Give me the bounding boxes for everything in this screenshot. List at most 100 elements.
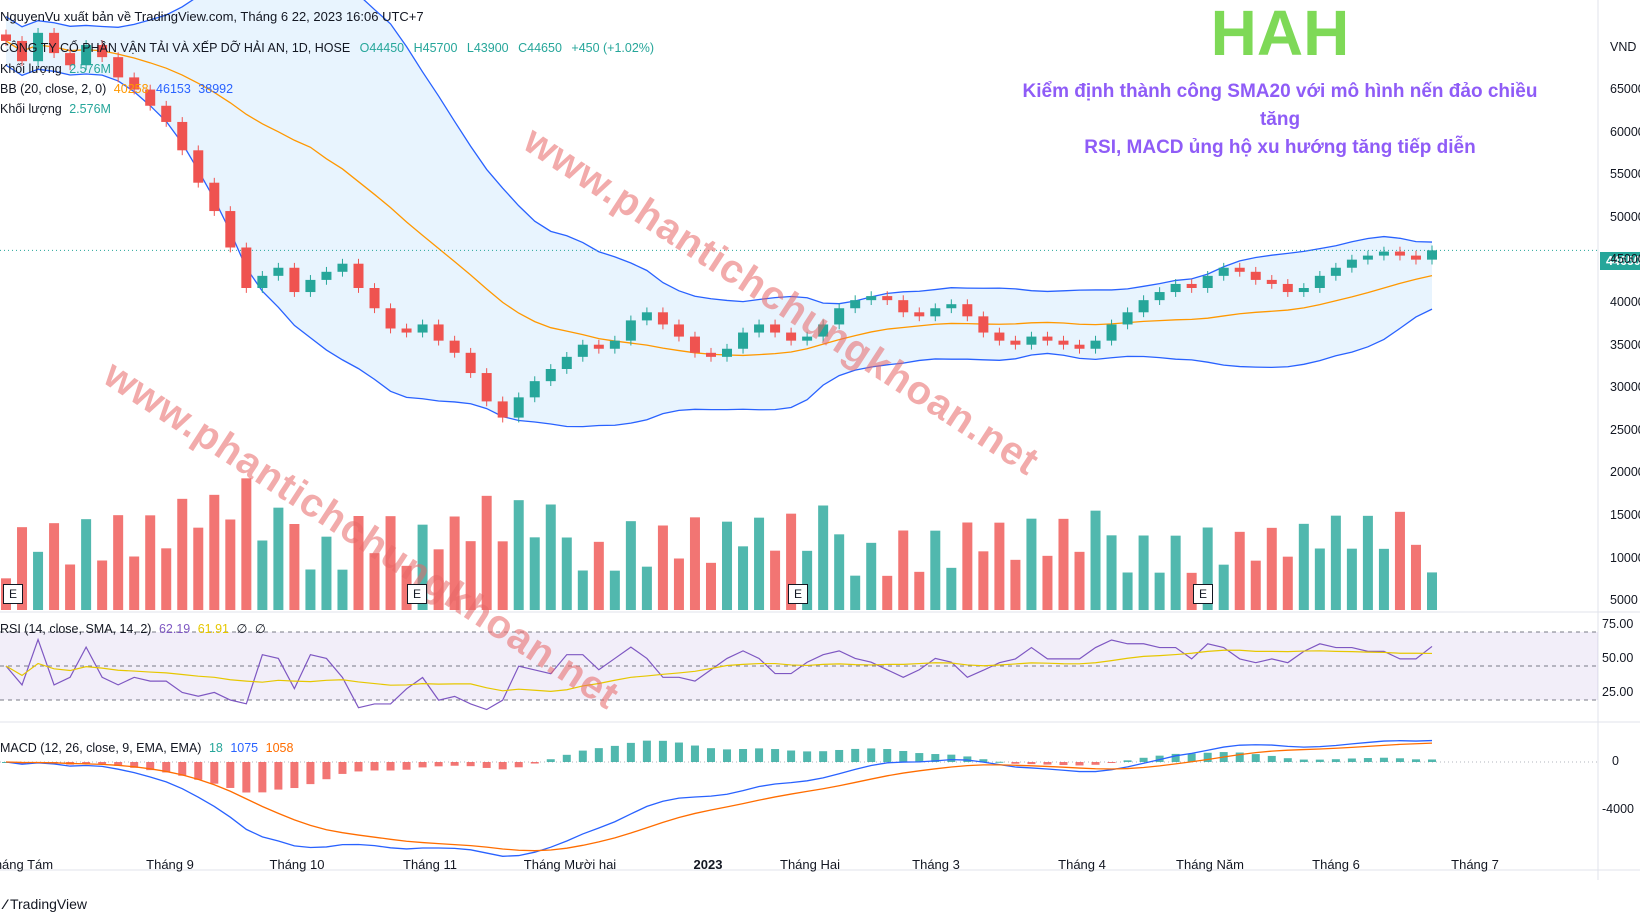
candle-body	[369, 288, 380, 309]
candle-body	[866, 296, 877, 301]
candle-body	[898, 300, 909, 313]
volume-bar	[1234, 531, 1245, 610]
volume-bar	[481, 495, 492, 610]
macd-histogram-bar	[723, 749, 732, 762]
earnings-badge-2[interactable]: E	[407, 584, 427, 604]
volume-bar	[81, 519, 92, 610]
rsi-legend-label: RSI (14, close, SMA, 14, 2)	[0, 622, 152, 636]
macd-histogram-bar	[1315, 759, 1324, 762]
macd-histogram-bar	[851, 748, 860, 762]
candle-body	[257, 275, 268, 288]
macd-histogram-bar	[706, 748, 715, 762]
bb-legend: BB (20, close, 2, 0) 40258 46153 38992	[0, 82, 233, 96]
macd-axis-label: 0	[1612, 754, 1619, 768]
candle-body	[962, 304, 973, 317]
macd-histogram-bar	[1283, 758, 1292, 762]
candle-body	[81, 45, 92, 66]
volume-bar	[673, 558, 684, 610]
price-axis-label: 45000	[1610, 252, 1640, 267]
candle-body	[946, 304, 957, 309]
time-axis-label: Tháng 11	[403, 857, 457, 872]
volume-bar	[1394, 511, 1405, 610]
volume-bar	[1202, 527, 1213, 610]
macd-histogram-bar	[498, 762, 507, 770]
macd-axis-label: -4000	[1602, 802, 1634, 816]
macd-histogram-bar	[915, 753, 924, 762]
macd-histogram-bar	[274, 762, 283, 790]
volume-bar	[1346, 548, 1357, 610]
bb-upper-line	[5, 0, 1433, 305]
candle-body	[129, 77, 140, 90]
candle-body	[97, 45, 108, 58]
candle-body	[1, 34, 11, 41]
candle-body	[529, 381, 540, 398]
annotation-text: Kiểm định thành công SMA20 với mô hình n…	[1020, 78, 1540, 162]
volume-bar	[609, 570, 620, 610]
price-axis-label: 40000	[1610, 295, 1640, 309]
macd-histogram-bar	[899, 750, 908, 762]
volume-bar	[1250, 560, 1261, 610]
volume-bar	[641, 566, 652, 610]
macd-histogram-bar	[610, 745, 619, 762]
macd-histogram-bar	[1267, 755, 1276, 762]
ohlc-close: C44650	[518, 41, 562, 55]
price-axis-label: 55000	[1610, 167, 1640, 182]
time-axis-label: Tháng 10	[269, 857, 325, 872]
volume-bar	[1314, 548, 1325, 610]
macd-histogram-bar	[1043, 762, 1052, 765]
volume-bar	[177, 498, 188, 610]
macd-histogram-bar	[402, 762, 411, 770]
macd-histogram-bar	[194, 762, 203, 780]
candle-body	[17, 40, 28, 62]
macd-histogram-bar	[1139, 757, 1148, 762]
price-axis-label: 5000	[1610, 593, 1638, 608]
macd-histogram-bar	[1155, 755, 1164, 762]
macd-line	[5, 739, 1433, 857]
last-price-tag: 44650	[1600, 252, 1640, 270]
macd-histogram-bar	[530, 762, 539, 764]
macd-histogram-bar	[146, 762, 155, 771]
candle-body	[273, 267, 284, 276]
volume-bar	[1186, 572, 1197, 610]
macd-histogram-bar	[578, 750, 587, 762]
candle-body	[754, 324, 765, 333]
candle-body	[433, 324, 444, 341]
macd-histogram-bar	[418, 762, 427, 768]
volume-bar	[273, 507, 284, 610]
volume-bar	[850, 575, 861, 610]
candle-body	[1010, 340, 1021, 345]
volume-bar	[513, 500, 524, 610]
volume-bar	[738, 546, 749, 610]
candle-body	[177, 121, 188, 151]
macd-histogram-bar	[674, 742, 683, 762]
time-axis-label: Tháng 7	[1451, 857, 1499, 872]
bb-basis-value: 40258	[113, 82, 149, 96]
macd-histogram-bar	[626, 742, 635, 762]
bb-lower-value: 38992	[198, 82, 234, 96]
volume-bar	[97, 560, 108, 610]
candle-body	[337, 263, 348, 272]
macd-histogram-bar	[370, 762, 379, 771]
volume-bar	[1122, 572, 1133, 610]
volume-bar	[1410, 544, 1421, 610]
volume-bar	[1170, 535, 1181, 610]
earnings-badge-1[interactable]: E	[3, 584, 23, 604]
candle-body	[1154, 292, 1165, 301]
candle-body	[193, 150, 204, 183]
volume-bar	[978, 551, 989, 610]
candle-body	[1410, 255, 1421, 260]
macd-histogram-bar	[482, 762, 491, 768]
rsi-ma-line	[5, 649, 1433, 692]
volume-bar	[1042, 555, 1053, 610]
earnings-badge-3[interactable]: E	[788, 584, 808, 604]
earnings-badge-4[interactable]: E	[1193, 584, 1213, 604]
candle-body	[1298, 288, 1309, 293]
time-axis-label: Tháng 9	[146, 857, 194, 872]
macd-histogram-bar	[883, 749, 892, 762]
volume-bar	[866, 542, 877, 610]
macd-histogram-bar	[258, 762, 267, 793]
ohlc-low: L43900	[466, 41, 509, 55]
candle-body	[641, 312, 652, 321]
tradingview-footer: ⁄ TradingView	[4, 896, 87, 912]
